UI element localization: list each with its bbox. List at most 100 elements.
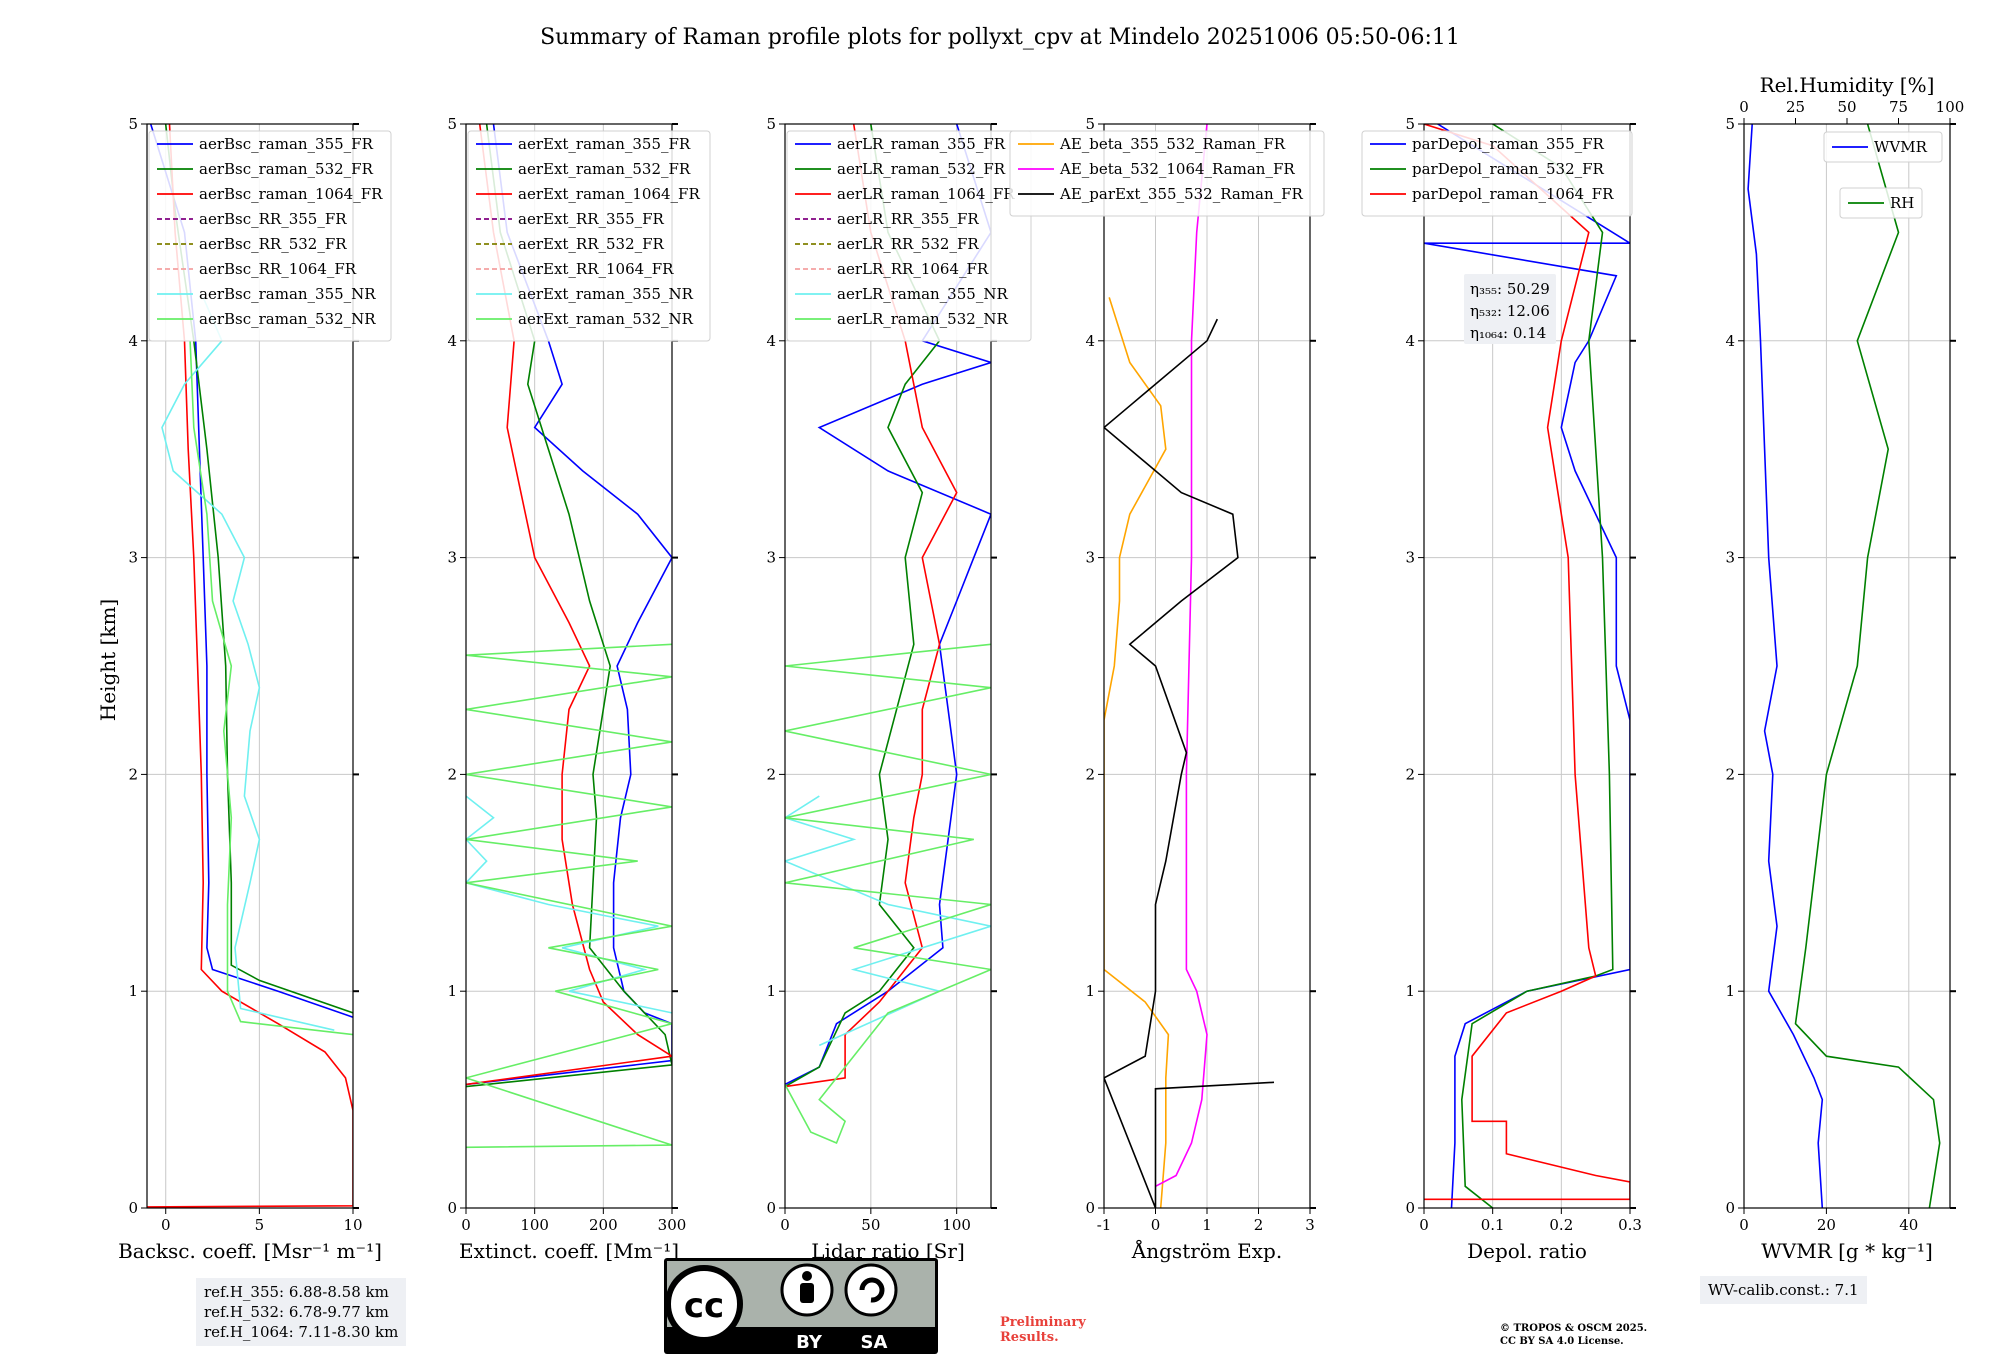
x-tick-label: 0 (780, 1216, 790, 1234)
legend-box (467, 130, 711, 342)
legend-label: aerExt_raman_355_NR (518, 285, 694, 303)
panel-2: 0 100 200 300 0 1 2 3 4 5 Extinct. coeff. [Mm⁻¹] ae… (447, 115, 711, 1263)
figure-title: Summary of Raman profile plots for polly… (540, 25, 1460, 50)
series-RH (1794, 124, 1941, 1208)
axes-frame (1743, 123, 1951, 1209)
legend-label: aerBsc_RR_355_FR (199, 210, 347, 228)
y-tick-label: 1 (1405, 982, 1415, 1000)
axes-frame (465, 123, 673, 1209)
legend-label: aerLR_raman_532_FR (837, 160, 1006, 178)
x-tick-label: 1 (1202, 1216, 1212, 1234)
legend-label: AE_beta_532_1064_Raman_FR (1059, 160, 1295, 178)
y-tick-label: 2 (447, 765, 457, 783)
eta-label: η₅₃₂: 12.06 (1470, 302, 1550, 320)
series-AE_beta_355_532_Raman_FR (1104, 297, 1170, 1208)
x-tick-label: 5 (255, 1216, 265, 1234)
y-tick-label: 4 (128, 332, 138, 350)
legend-label: aerLR_raman_1064_FR (837, 185, 1015, 203)
y-tick-label: 0 (1405, 1199, 1415, 1217)
wv-calibration-box: WV-calib.const.: 7.1 (1700, 1276, 1867, 1304)
top-x-tick-label: 75 (1889, 98, 1908, 116)
y-tick-label: 1 (1725, 982, 1735, 1000)
legend-label: parDepol_raman_532_FR (1412, 160, 1605, 178)
legend-label: aerBsc_RR_532_FR (199, 235, 347, 253)
x-tick-label: 2 (1254, 1216, 1264, 1234)
x-axis-label: Extinct. coeff. [Mm⁻¹] (459, 1239, 679, 1263)
legend-label: aerLR_raman_532_NR (837, 310, 1008, 328)
axes-frame (146, 123, 354, 1209)
x-tick-label: 200 (589, 1216, 618, 1234)
share-alike-icon (844, 1263, 898, 1317)
legend-label: parDepol_raman_355_FR (1412, 135, 1605, 153)
cc-by-sa-badge: cc BY SA (664, 1258, 938, 1354)
reference-heights-box: ref.H_355: 6.88-8.58 km ref.H_532: 6.78-… (196, 1278, 407, 1346)
y-tick-label: 1 (766, 982, 776, 1000)
eta-label: η₃₅₅: 50.29 (1470, 280, 1550, 298)
wv-calib-const: WV-calib.const.: 7.1 (1708, 1281, 1859, 1299)
y-tick-label: 3 (766, 549, 776, 567)
legend-label: WVMR (1874, 138, 1928, 156)
legend-label: aerExt_raman_1064_FR (518, 185, 700, 203)
series-aerExt_raman_355_NR (466, 795, 672, 1014)
series-aerLR_raman_1064_FR (785, 124, 958, 1088)
x-tick-label: 3 (1305, 1216, 1315, 1234)
series-aerExt_raman_532_NR (466, 643, 672, 1149)
legend-box (1361, 130, 1633, 217)
legend-box (1009, 130, 1325, 217)
x-tick-label: 100 (942, 1216, 971, 1234)
y-tick-label: 4 (1085, 332, 1095, 350)
series-aerLR_raman_532_FR (785, 124, 941, 1088)
legend-box (1823, 131, 1943, 163)
person-body (800, 1283, 814, 1303)
copyright-line-1: © TROPOS & OSCM 2025. (1500, 1323, 1648, 1334)
legend-label: aerExt_raman_532_NR (518, 310, 694, 328)
panel-6: 0 20 40 0 1 2 3 4 5 WVMR [g * kg⁻¹] 0 25 50 75 100Rel.… (1725, 73, 1964, 1263)
legend-label: AE_parExt_355_532_Raman_FR (1059, 185, 1304, 203)
x-axis-label: WVMR [g * kg⁻¹] (1761, 1239, 1933, 1263)
axes-frame (784, 123, 992, 1209)
legend-label: aerExt_RR_1064_FR (518, 260, 674, 278)
panel-5: 0 0.1 0.2 0.3 0 1 2 3 4 5 Depol. ratio parDepol_ram… (1361, 115, 1642, 1263)
x-tick-label: 0 (1151, 1216, 1161, 1234)
legend-label: aerBsc_raman_355_FR (199, 135, 374, 153)
top-x-tick-label: 0 (1739, 98, 1749, 116)
x-axis-label: Backsc. coeff. [Msr⁻¹ m⁻¹] (118, 1239, 382, 1263)
legend-label: aerBsc_raman_532_FR (199, 160, 374, 178)
legend-label: parDepol_raman_1064_FR (1412, 185, 1614, 203)
series-group (1424, 124, 1630, 1208)
y-tick-label: 5 (128, 115, 138, 133)
y-tick-label: 2 (128, 765, 138, 783)
top-x-tick-label: 25 (1786, 98, 1805, 116)
cc-logo-text: cc (684, 1286, 724, 1326)
top-x-tick-label: 100 (1936, 98, 1965, 116)
x-tick-label: 0 (161, 1216, 171, 1234)
y-tick-label: 2 (1085, 765, 1095, 783)
legend-label: aerBsc_RR_1064_FR (199, 260, 357, 278)
x-tick-label: 0 (461, 1216, 471, 1234)
series-aerLR_raman_355_NR (785, 795, 991, 1047)
y-tick-label: 4 (766, 332, 776, 350)
y-axis-label: Height [km] (96, 599, 120, 721)
legend-label: aerExt_RR_532_FR (518, 235, 665, 253)
series-aerLR_raman_532_NR (785, 643, 991, 1145)
y-tick-label: 0 (1725, 1199, 1735, 1217)
y-tick-label: 3 (447, 549, 457, 567)
eta-box (1464, 274, 1556, 344)
y-tick-label: 5 (766, 115, 776, 133)
legend-label: RH (1890, 194, 1914, 212)
legend-label: aerLR_raman_355_NR (837, 285, 1008, 303)
x-tick-label: 100 (520, 1216, 549, 1234)
y-tick-label: 4 (1405, 332, 1415, 350)
y-tick-label: 2 (1405, 765, 1415, 783)
series-aerExt_raman_1064_FR (466, 124, 672, 1086)
copyright-note: © TROPOS & OSCM 2025. CC BY SA 4.0 Licen… (1500, 1322, 1647, 1348)
y-tick-label: 4 (447, 332, 457, 350)
x-tick-label: 40 (1899, 1216, 1918, 1234)
y-tick-label: 1 (1085, 982, 1095, 1000)
legend-box (148, 130, 392, 342)
series-aerBsc_raman_532_NR (189, 340, 353, 1036)
series-group (1104, 124, 1275, 1208)
legend-label: AE_beta_355_532_Raman_FR (1059, 135, 1286, 153)
y-tick-label: 1 (128, 982, 138, 1000)
